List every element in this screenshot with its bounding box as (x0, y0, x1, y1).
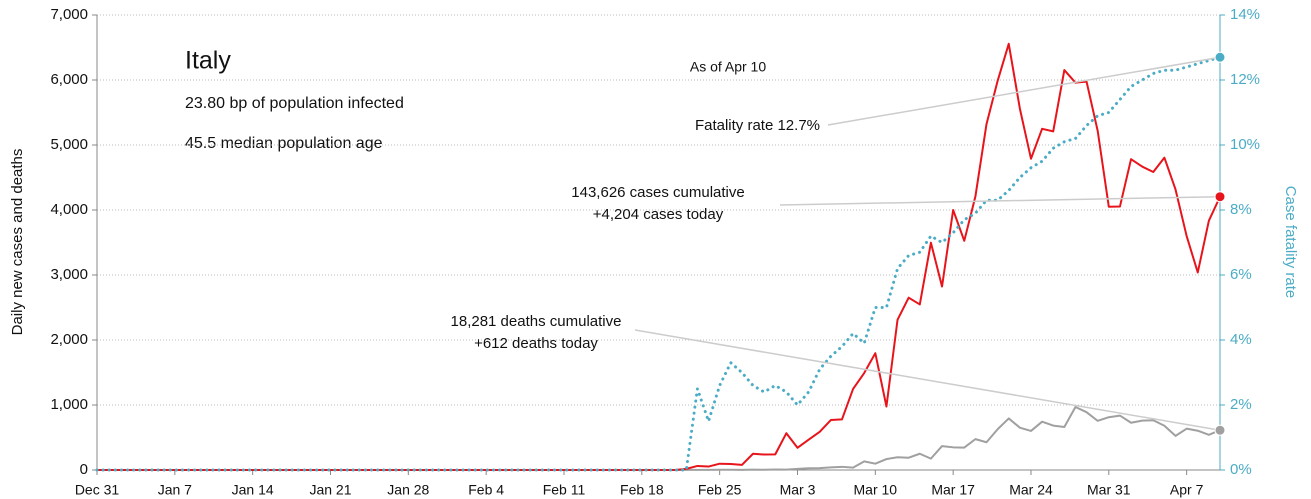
series-line (96, 42, 1221, 471)
x-tick-label: Feb 11 (543, 482, 586, 498)
leader-line (634, 329, 1221, 431)
y2-tick-label: 2% (1230, 396, 1252, 413)
as-of: As of Apr 10 (690, 59, 766, 75)
y2-tick-label: 10% (1230, 136, 1260, 153)
y-tick-label: 7,000 (50, 6, 88, 23)
y2-tick-label: 4% (1230, 331, 1252, 348)
y2-tick-label: 6% (1230, 266, 1252, 283)
y-tick-label: 4,000 (50, 201, 88, 218)
end-dot (1214, 424, 1226, 436)
note: 45.5 median population age (185, 135, 383, 152)
end-dot (1214, 191, 1226, 203)
y2-tick-label: 12% (1230, 71, 1260, 88)
leader-line (827, 56, 1221, 126)
x-tick-label: Mar 3 (780, 482, 816, 498)
annotation: 18,281 deaths cumulative (451, 313, 622, 330)
y-tick-label: 2,000 (50, 331, 88, 348)
y2-tick-label: 14% (1230, 6, 1260, 23)
x-tick-label: Mar 17 (931, 482, 975, 498)
annotation: +612 deaths today (474, 335, 598, 352)
x-tick-label: Jan 28 (387, 482, 429, 498)
x-tick-label: Dec 31 (75, 482, 120, 498)
annotation: 143,626 cases cumulative (571, 184, 744, 201)
x-tick-label: Feb 18 (620, 482, 664, 498)
chart-title: Italy (185, 47, 231, 75)
y-tick-label: 1,000 (50, 396, 88, 413)
annotation: +4,204 cases today (593, 206, 724, 223)
y2-tick-label: 0% (1230, 461, 1252, 478)
x-tick-label: Mar 10 (854, 482, 898, 498)
y-tick-label: 5,000 (50, 136, 88, 153)
x-tick-label: Feb 4 (468, 482, 504, 498)
x-tick-label: Mar 24 (1009, 482, 1053, 498)
x-tick-label: Mar 31 (1087, 482, 1131, 498)
y-tick-label: 6,000 (50, 71, 88, 88)
end-dot (1214, 51, 1226, 63)
note: 23.80 bp of population infected (185, 95, 404, 112)
x-tick-label: Apr 7 (1170, 482, 1204, 498)
series-line (95, 55, 1222, 472)
x-tick-label: Feb 25 (698, 482, 742, 498)
annotation: Fatality rate 12.7% (695, 117, 820, 134)
x-tick-label: Jan 21 (309, 482, 351, 498)
y-axis-label: Daily new cases and deaths (9, 149, 26, 336)
x-tick-label: Jan 7 (158, 482, 192, 498)
y2-axis-label: Case fatality rate (1282, 186, 1299, 299)
leader-line (779, 195, 1221, 206)
y-tick-label: 3,000 (50, 266, 88, 283)
y-tick-label: 0 (80, 461, 88, 478)
series-line (96, 406, 1221, 471)
x-tick-label: Jan 14 (232, 482, 274, 498)
y2-tick-label: 8% (1230, 201, 1252, 218)
